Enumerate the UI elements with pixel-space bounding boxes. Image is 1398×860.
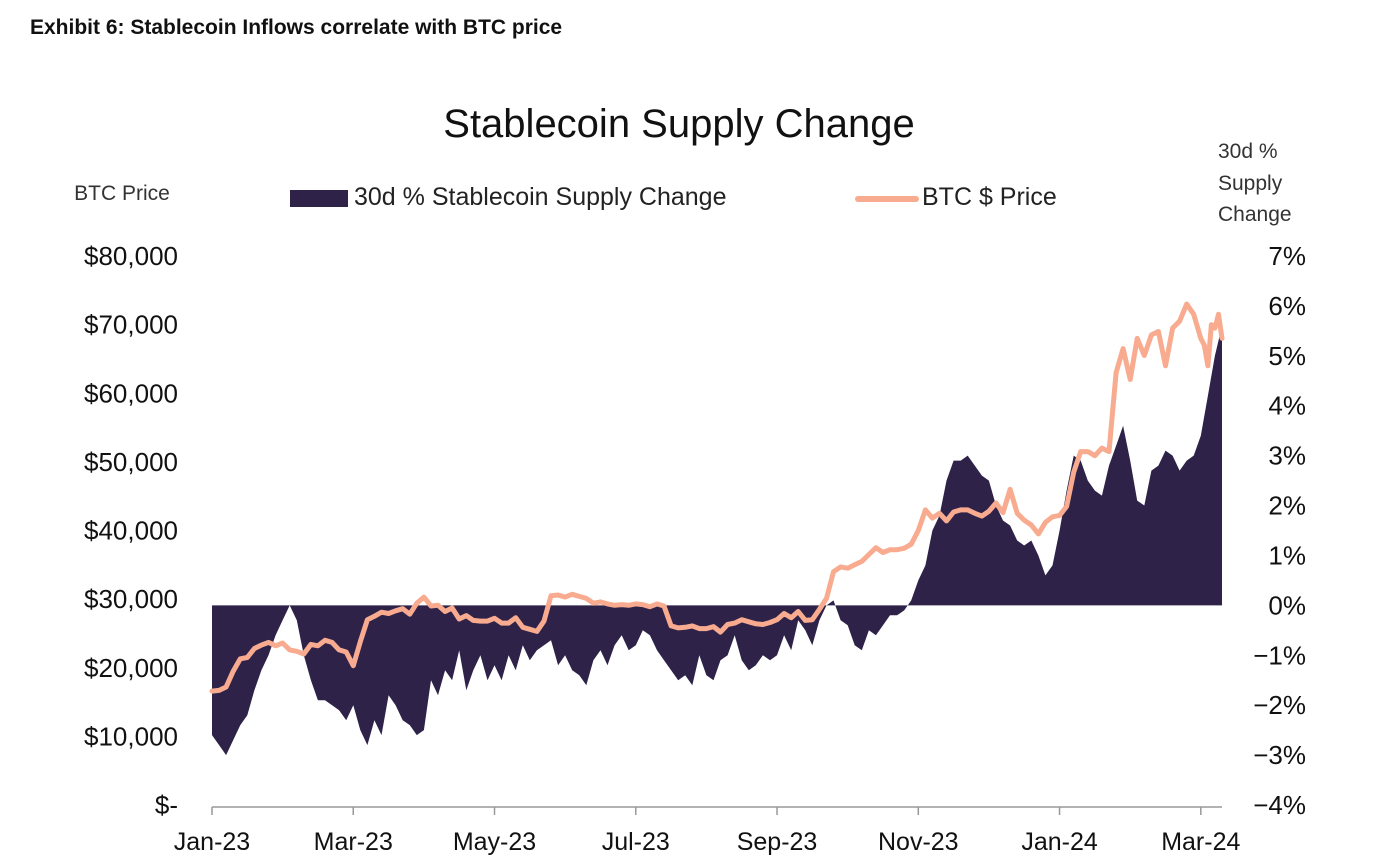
right-axis-title-line-2: Supply [1218, 172, 1283, 195]
left-tick-label: $10,000 [84, 721, 178, 751]
plot-area [209, 301, 1225, 756]
left-tick-label: $50,000 [84, 447, 178, 477]
legend-area-swatch [290, 190, 348, 207]
right-tick-label: −4% [1253, 790, 1306, 820]
right-tick-label: 3% [1268, 441, 1306, 471]
x-tick-label: Jul-23 [602, 828, 670, 856]
x-tick-label: Nov-23 [878, 828, 959, 856]
right-tick-label: 1% [1268, 540, 1306, 570]
legend: 30d % Stablecoin Supply Change BTC $ Pri… [290, 183, 1057, 211]
right-axis-title-line-3: Change [1218, 203, 1292, 226]
right-axis-ticks: 7% 6% 5% 4% 3% 2% 1% 0% −1% −2% −3% −4% [1253, 241, 1306, 820]
right-tick-label: −1% [1253, 640, 1306, 670]
x-tick-label: Sep-23 [737, 828, 818, 856]
left-axis-title: BTC Price [74, 182, 170, 205]
exhibit-title: Exhibit 6: Stablecoin Inflows correlate … [30, 16, 563, 39]
right-axis-title-line-1: 30d % [1218, 140, 1278, 163]
legend-area-label: 30d % Stablecoin Supply Change [354, 183, 727, 211]
left-tick-label: $30,000 [84, 584, 178, 614]
right-tick-label: 5% [1268, 341, 1306, 371]
stablecoin-supply-change-area [212, 325, 1222, 756]
right-tick-label: 0% [1268, 590, 1306, 620]
btc-price-line [209, 301, 1225, 694]
chart-title: Stablecoin Supply Change [443, 102, 914, 146]
right-tick-label: 7% [1268, 241, 1306, 271]
x-tick-label: Jan-24 [1021, 828, 1098, 856]
right-tick-label: 2% [1268, 491, 1306, 521]
x-tick-label: Jan-23 [174, 828, 250, 856]
left-tick-label: $20,000 [84, 653, 178, 683]
right-tick-label: 6% [1268, 291, 1306, 321]
left-tick-label: $70,000 [84, 310, 178, 340]
right-tick-label: −2% [1253, 690, 1306, 720]
right-tick-label: −3% [1253, 740, 1306, 770]
x-axis: Jan-23 Mar-23 May-23 Jul-23 Sep-23 Nov-23 Jan-… [174, 806, 1241, 856]
left-tick-label: $60,000 [84, 378, 178, 408]
legend-line-label: BTC $ Price [922, 183, 1057, 211]
left-tick-label: $80,000 [84, 241, 178, 271]
x-tick-label: Mar-24 [1161, 828, 1240, 856]
right-tick-label: 4% [1268, 391, 1306, 421]
x-tick-label: Mar-23 [314, 828, 393, 856]
left-tick-label: $40,000 [84, 516, 178, 546]
x-tick-label: May-23 [453, 828, 536, 856]
left-tick-label: $- [155, 790, 178, 820]
left-axis-ticks: $80,000 $70,000 $60,000 $50,000 $40,000 $30,0… [84, 241, 178, 820]
